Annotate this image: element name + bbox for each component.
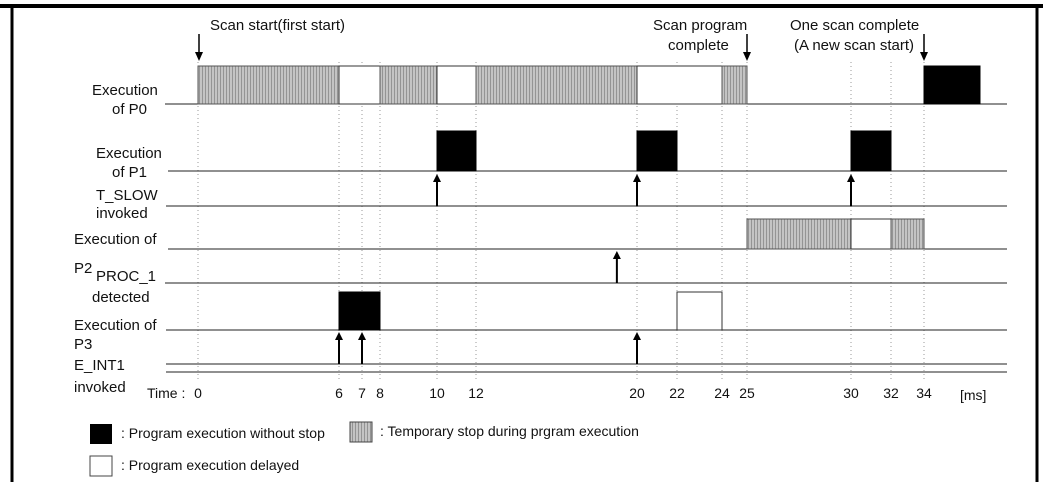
time-tick-0: 0: [194, 385, 202, 401]
time-tick-6: 6: [335, 385, 343, 401]
block-p3-delayed-15: [676, 291, 723, 331]
block-p0-delayed-3: [436, 65, 477, 105]
time-tick-7: 7: [358, 385, 366, 401]
annotation-arrow-head-0: [195, 52, 203, 61]
event-arrows: [335, 174, 855, 364]
time-tick-30: 30: [843, 385, 859, 401]
block-p0-paused-2: [379, 65, 438, 105]
legend-run-swatch: [90, 424, 112, 444]
time-tick-labels: 0 6 7 8 10 12 20 22 24 25 30 32 34: [194, 385, 932, 401]
scan-start-annotation: Scan start(first start): [210, 17, 345, 34]
time-tick-34: 34: [916, 385, 932, 401]
block-p2-paused-13: [890, 218, 925, 250]
row-label-t-slow-line1: T_SLOW: [96, 187, 159, 204]
block-p0-delayed-1: [338, 65, 381, 105]
legend-delayed-swatch: [89, 455, 113, 477]
execution-blocks: [197, 65, 981, 331]
row-label-p2-line1: Execution of: [74, 231, 157, 248]
annotation-arrows: [195, 34, 928, 61]
block-p0-paused-6: [721, 65, 748, 105]
event-arrow-head-e_int1-6: [633, 332, 641, 340]
row-label-p2-line2: P2: [74, 260, 92, 277]
block-p1-run-9: [636, 130, 678, 172]
legend-paused-label: : Temporary stop during prgram execution: [380, 423, 639, 439]
legend-delayed-label: : Program execution delayed: [121, 457, 299, 473]
block-p0-paused-4: [475, 65, 638, 105]
event-arrow-head-e_int1-5: [358, 332, 366, 340]
time-tick-24: 24: [714, 385, 730, 401]
row-label-p1-line2: of P1: [112, 164, 147, 181]
scan-complete-annotation-line2: complete: [668, 37, 729, 54]
block-p2-paused-11: [746, 218, 852, 250]
row-label-p1-line1: Execution: [96, 145, 162, 162]
row-label-p0-line2: of P0: [112, 101, 147, 118]
block-p1-run-8: [436, 130, 477, 172]
time-tick-8: 8: [376, 385, 384, 401]
time-tick-12: 12: [468, 385, 484, 401]
time-tick-25: 25: [739, 385, 755, 401]
block-p0-run-7: [923, 65, 981, 105]
legend: : Program execution without stop : Tempo…: [89, 421, 639, 477]
time-tick-10: 10: [429, 385, 445, 401]
legend-paused-swatch: [349, 421, 373, 443]
event-arrow-head-t_slow-0: [433, 174, 441, 182]
row-label-t-slow-line2: invoked: [96, 205, 148, 222]
block-p0-paused-0: [197, 65, 340, 105]
row-label-e-int1-line1: E_INT1: [74, 357, 125, 374]
block-p0-delayed-5: [636, 65, 723, 105]
block-p2-delayed-12: [850, 218, 892, 250]
row-label-p0-line1: Execution: [92, 82, 158, 99]
event-arrow-head-e_int1-4: [335, 332, 343, 340]
one-scan-annotation-line1: One scan complete: [790, 17, 919, 34]
block-p1-run-10: [850, 130, 892, 172]
event-arrow-head-t_slow-2: [847, 174, 855, 182]
time-axis-unit: [ms]: [960, 387, 986, 403]
row-label-e-int1-line2: invoked: [74, 379, 126, 396]
legend-run-label: : Program execution without stop: [121, 425, 325, 441]
row-label-p3-line2: P3: [74, 336, 92, 353]
event-arrow-head-proc_1-3: [612, 251, 621, 259]
time-axis-label: Time :: [147, 385, 185, 401]
row-label-proc-1-line2: detected: [92, 289, 150, 306]
annotation-arrow-head-1: [743, 52, 751, 61]
time-tick-22: 22: [669, 385, 685, 401]
event-arrow-head-t_slow-1: [633, 174, 641, 182]
time-tick-20: 20: [629, 385, 645, 401]
block-p3-run-14: [338, 291, 381, 331]
annotation-arrow-head-2: [920, 52, 928, 61]
row-label-proc-1-line1: PROC_1: [96, 268, 156, 285]
scan-complete-annotation-line1: Scan program: [653, 17, 747, 34]
time-tick-32: 32: [883, 385, 899, 401]
one-scan-annotation-line2: (A new scan start): [794, 37, 914, 54]
row-label-p3-line1: Execution of: [74, 317, 157, 334]
